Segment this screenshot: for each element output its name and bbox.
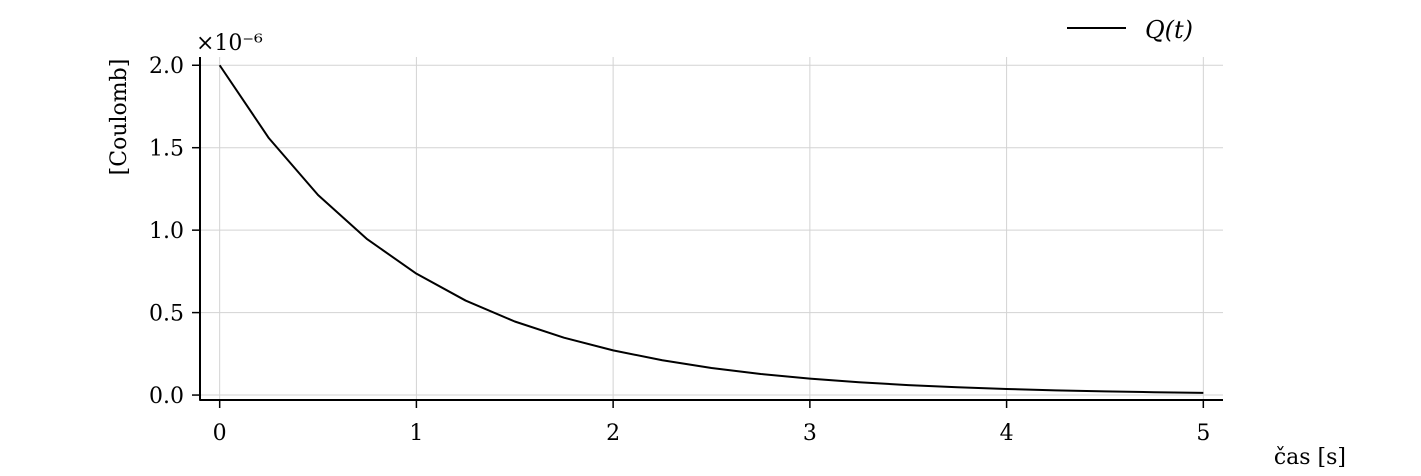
x-tick-label: 1 bbox=[409, 421, 423, 446]
y-tick-label: 1.0 bbox=[149, 219, 184, 244]
tick-labels: 0 1 2 3 4 5 0.0 0.5 1.0 1.5 2.0 bbox=[149, 54, 1210, 446]
x-axis-label: čas [s] bbox=[1274, 445, 1346, 470]
y-tick-label: 2.0 bbox=[149, 54, 184, 79]
legend-label: Q(t) bbox=[1145, 16, 1193, 44]
axes bbox=[199, 57, 1223, 401]
y-tick-label: 0.0 bbox=[149, 384, 184, 409]
x-tick-label: 3 bbox=[803, 421, 817, 446]
legend: Q(t) bbox=[1067, 16, 1193, 44]
tick-marks bbox=[192, 64, 1205, 408]
series-layer bbox=[218, 64, 1204, 394]
x-tick-label: 5 bbox=[1196, 421, 1210, 446]
y-axis-label: [Coulomb] bbox=[107, 59, 132, 176]
grid-lines bbox=[200, 57, 1223, 400]
x-tick-label: 0 bbox=[213, 421, 227, 446]
series-line bbox=[218, 64, 1204, 394]
y-tick-label: 1.5 bbox=[149, 137, 184, 162]
y-offset-label: ×10⁻⁶ bbox=[196, 31, 263, 56]
x-tick-label: 4 bbox=[1000, 421, 1014, 446]
x-tick-label: 2 bbox=[606, 421, 620, 446]
y-tick-label: 0.5 bbox=[149, 302, 184, 327]
